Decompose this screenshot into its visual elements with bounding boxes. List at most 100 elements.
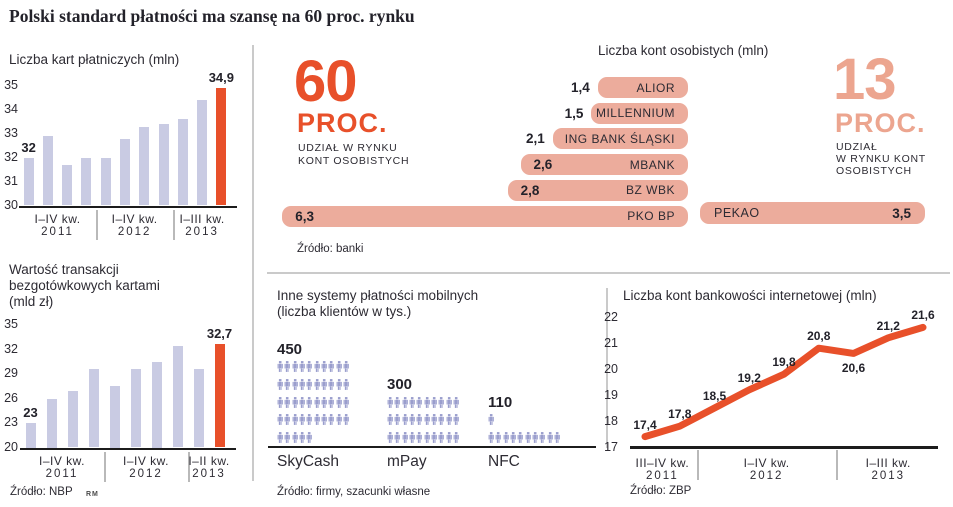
divider-horizontal xyxy=(267,272,950,274)
pictogram-label: mPay xyxy=(387,453,427,470)
internet-chart-title: Liczba kont bankowości internetowej (mln… xyxy=(623,288,877,303)
group-separator xyxy=(836,450,838,480)
group-separator xyxy=(96,209,98,240)
bar-value-label: 34,9 xyxy=(208,70,235,86)
person-icon xyxy=(292,432,298,443)
bank-bar-name: MBANK xyxy=(629,157,675,172)
bank-bar-name: ALIOR xyxy=(636,80,675,95)
page-title: Polski standard płatności ma szansę na 6… xyxy=(9,6,415,26)
x-group-year: 2011 xyxy=(41,225,74,238)
source-mobile: Źródło: firmy, szacunki własne xyxy=(277,486,431,498)
y-axis-tick: 30 xyxy=(4,197,18,212)
person-icon xyxy=(453,414,459,426)
person-icon xyxy=(299,432,305,443)
bank-bar-name: PKO BP xyxy=(627,209,675,223)
person-icon xyxy=(306,378,313,390)
person-icon xyxy=(321,378,327,390)
person-icon xyxy=(424,414,430,426)
person-icon xyxy=(402,414,408,426)
pictogram-label: SkyCash xyxy=(277,453,340,470)
line-point-label: 19,8 xyxy=(772,355,796,370)
person-icon xyxy=(547,432,553,443)
person-icon xyxy=(329,396,335,408)
person-icon xyxy=(488,414,494,426)
person-icon xyxy=(343,396,349,408)
share-60-unit: PROC. xyxy=(297,108,388,138)
person-icon xyxy=(416,396,423,408)
bank-bar-name: MILLENNIUM xyxy=(595,106,675,121)
bank-bar-name: BZ WBK xyxy=(625,183,675,198)
cards-chart-title: Liczba kart płatniczych (mln) xyxy=(9,52,180,67)
person-icon xyxy=(343,414,349,426)
bar xyxy=(216,88,227,206)
person-icon xyxy=(453,396,459,408)
mobile-chart-title-line1: Inne systemy płatności mobilnych xyxy=(277,288,479,303)
person-icon xyxy=(416,414,423,426)
bank-bar-value: 2,6 xyxy=(533,157,553,173)
group-separator xyxy=(104,451,106,482)
y-axis-tick: 35 xyxy=(4,78,18,92)
bar xyxy=(130,369,141,448)
y-axis-tick: 32 xyxy=(4,341,18,356)
person-icon xyxy=(416,432,423,443)
bar xyxy=(88,369,99,448)
mobile-chart-title-line2: (liczba klientów w tys.) xyxy=(277,304,412,319)
person-icon xyxy=(503,432,509,443)
person-icon xyxy=(431,396,437,408)
group-separator xyxy=(173,209,175,240)
bank-bar-value: 1,5 xyxy=(564,105,584,121)
bar xyxy=(23,157,34,206)
y-axis-tick: 32 xyxy=(4,149,18,164)
person-icon xyxy=(488,432,494,443)
group-separator xyxy=(697,450,699,480)
source-banks: Źródło: banki xyxy=(297,243,364,255)
share-60-value: 60 xyxy=(294,49,358,114)
group-separator xyxy=(188,451,190,482)
bank-bar: MBANK xyxy=(520,154,688,176)
person-icon xyxy=(402,432,408,443)
line-point-label: 21,2 xyxy=(876,318,900,333)
x-group-label: I–IV kw. xyxy=(111,211,158,226)
x-group-year: 2012 xyxy=(117,225,152,238)
transactions-chart-title-line3: (mld zł) xyxy=(9,294,54,309)
person-icon xyxy=(510,432,516,443)
person-icon xyxy=(394,432,401,443)
x-group-label: I–III kw. xyxy=(179,211,225,226)
x-group-year: 2011 xyxy=(45,467,79,480)
bank-bar: ALIOR xyxy=(597,77,688,98)
bar xyxy=(139,126,150,206)
x-group-year: 2013 xyxy=(871,470,906,482)
line-point-label: 18,5 xyxy=(702,389,727,403)
person-icon xyxy=(292,396,298,408)
bar-value-label: 32 xyxy=(21,139,36,155)
line-point-label: 17,8 xyxy=(668,407,692,422)
person-icon xyxy=(431,432,437,443)
bank-bar: BZ WBK xyxy=(507,179,688,201)
bank-bar-value: 2,1 xyxy=(525,131,545,147)
y-axis-tick: 21 xyxy=(604,336,618,350)
x-group-label: I–IV kw. xyxy=(122,453,170,468)
person-icon xyxy=(306,432,313,443)
bar xyxy=(62,164,73,206)
person-icon xyxy=(409,414,415,426)
person-icon xyxy=(277,432,283,443)
person-icon xyxy=(394,414,401,426)
person-icon xyxy=(387,414,393,426)
pekao-bar-name: PEKAO xyxy=(714,206,760,220)
person-icon xyxy=(314,396,320,408)
person-icon xyxy=(306,414,313,426)
x-group-label: I–IV kw. xyxy=(743,456,790,470)
bank-bar-value: 2,8 xyxy=(520,182,540,198)
x-group-label: I–II kw. xyxy=(188,453,230,468)
line-point-label: 19,2 xyxy=(737,370,761,385)
bar xyxy=(81,157,92,206)
bar xyxy=(25,423,36,448)
person-icon xyxy=(554,432,560,443)
pictogram-value: 110 xyxy=(488,393,513,411)
divider-vertical-left xyxy=(252,45,254,481)
person-icon xyxy=(284,432,291,443)
source-nbp: Źródło: NBP xyxy=(10,486,73,498)
bar xyxy=(46,398,57,448)
share-13-caption-line1: UDZIAŁ xyxy=(836,141,878,153)
